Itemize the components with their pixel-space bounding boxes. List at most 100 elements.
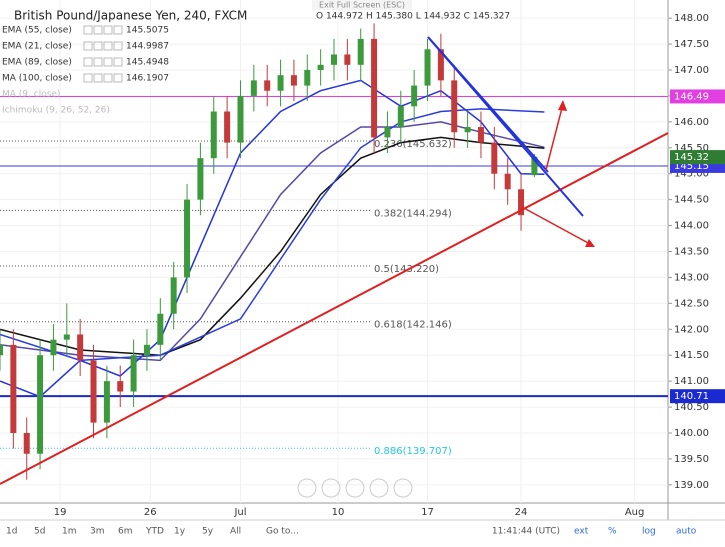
legend-muted: MA (9, close) xyxy=(2,90,60,100)
scale-button[interactable]: auto xyxy=(676,527,697,537)
scale-button[interactable]: ext xyxy=(574,527,589,537)
toolbar-button[interactable]: YTD xyxy=(145,527,164,537)
price-tag-label: 140.71 xyxy=(674,391,709,402)
exit-banner[interactable] xyxy=(312,0,412,10)
candle xyxy=(184,184,191,293)
candle xyxy=(77,318,84,376)
legend-icon[interactable] xyxy=(83,25,93,35)
candle xyxy=(0,329,3,371)
legend-name: EMA (21, close) xyxy=(2,42,72,52)
candle xyxy=(384,111,391,153)
toolbar-button[interactable]: 3m xyxy=(90,527,105,537)
legend-muted: Ichimoku (9, 26, 52, 26) xyxy=(2,106,110,116)
legend-icon[interactable] xyxy=(93,73,103,83)
exit-text[interactable]: Exit Full Screen (ESC) xyxy=(319,1,405,10)
candle xyxy=(290,59,297,102)
candle xyxy=(277,59,284,107)
y-tick-label: 142.50 xyxy=(674,298,709,309)
candle xyxy=(37,339,44,470)
candle-body xyxy=(224,111,231,143)
legend-icon[interactable] xyxy=(93,41,103,51)
candle-body xyxy=(317,64,324,71)
candle xyxy=(117,365,124,408)
candle-body xyxy=(531,156,538,176)
scale-button[interactable]: % xyxy=(608,527,617,537)
scroll-left[interactable] xyxy=(369,478,389,498)
toolbar-button[interactable]: 6m xyxy=(118,527,133,537)
indicator-line xyxy=(0,108,545,362)
toolbar-button[interactable]: 5d xyxy=(34,527,45,537)
legend-icon[interactable] xyxy=(83,41,93,51)
resistance-trendline xyxy=(427,36,549,173)
candle-body xyxy=(184,199,191,278)
candle xyxy=(437,33,444,96)
candle xyxy=(411,70,418,122)
candle-body xyxy=(464,127,471,133)
candle xyxy=(170,261,177,330)
toolbar-button[interactable]: 1m xyxy=(62,527,77,537)
zoom-in[interactable] xyxy=(321,478,341,498)
price-tag xyxy=(670,89,725,104)
y-tick-label: 145.00 xyxy=(674,169,709,180)
arrow-up xyxy=(545,103,564,171)
scroll-right[interactable] xyxy=(393,478,413,498)
candle xyxy=(424,38,431,102)
candle-body xyxy=(357,38,364,65)
toolbar-button[interactable]: Go to... xyxy=(266,527,299,537)
legend-icon[interactable] xyxy=(103,41,113,51)
legend-icon[interactable] xyxy=(103,73,113,83)
axes: 139.00 139.50 140.00 140.50 141.00 141.50 142.… xyxy=(54,13,725,518)
candle-body xyxy=(331,54,337,65)
y-tick-label: 139.50 xyxy=(674,454,709,465)
legend-icon[interactable] xyxy=(83,73,93,83)
candle xyxy=(250,64,257,112)
legend-icon[interactable] xyxy=(113,25,123,35)
legend-icon[interactable] xyxy=(83,57,93,67)
candle-body xyxy=(344,54,351,65)
legend-icon[interactable] xyxy=(103,57,113,67)
zoom-out[interactable] xyxy=(297,478,317,498)
x-tick-label: 19 xyxy=(54,507,67,518)
candle-body xyxy=(50,339,57,356)
price-tag-label: 145.15 xyxy=(674,161,709,172)
candle-body xyxy=(143,344,150,356)
candle-body xyxy=(397,106,404,128)
candle xyxy=(264,64,271,107)
clock: 11:41:44 (UTC) xyxy=(492,527,560,537)
legend-icon[interactable] xyxy=(113,73,123,83)
y-tick-label: 146.00 xyxy=(674,117,709,128)
candle-body xyxy=(290,75,297,86)
y-tick-label: 144.50 xyxy=(674,195,709,206)
reset[interactable] xyxy=(345,478,365,498)
legend-icon[interactable] xyxy=(93,25,103,35)
legend-icon[interactable] xyxy=(103,25,113,35)
candle xyxy=(518,173,525,231)
price-tag-label: 146.49 xyxy=(674,91,709,102)
candle-body xyxy=(424,49,431,86)
toolbar-button[interactable]: 5y xyxy=(202,527,214,537)
candle-body xyxy=(103,381,110,423)
candle-body xyxy=(371,38,378,138)
y-tick-label: 143.50 xyxy=(674,247,709,258)
candle xyxy=(197,142,204,216)
toolbar-button[interactable]: 1y xyxy=(174,527,186,537)
y-tick-label: 147.50 xyxy=(674,39,709,50)
toolbar-button[interactable]: All xyxy=(230,527,241,537)
grid xyxy=(0,0,668,503)
toolbar-button[interactable]: 1d xyxy=(6,527,17,537)
candle xyxy=(304,54,311,102)
candle xyxy=(371,23,378,153)
legend-icon[interactable] xyxy=(93,57,103,67)
candle xyxy=(357,28,364,81)
y-tick-label: 142.00 xyxy=(674,324,709,335)
candle-body xyxy=(23,432,30,454)
candle-body xyxy=(277,75,284,91)
candle xyxy=(317,49,324,86)
candle xyxy=(331,38,337,81)
y-tick-label: 145.50 xyxy=(674,143,709,154)
legend-icon[interactable] xyxy=(113,41,123,51)
legend-icon[interactable] xyxy=(113,57,123,67)
scale-button[interactable]: log xyxy=(642,527,656,537)
legend-value: 145.5075 xyxy=(126,26,169,36)
